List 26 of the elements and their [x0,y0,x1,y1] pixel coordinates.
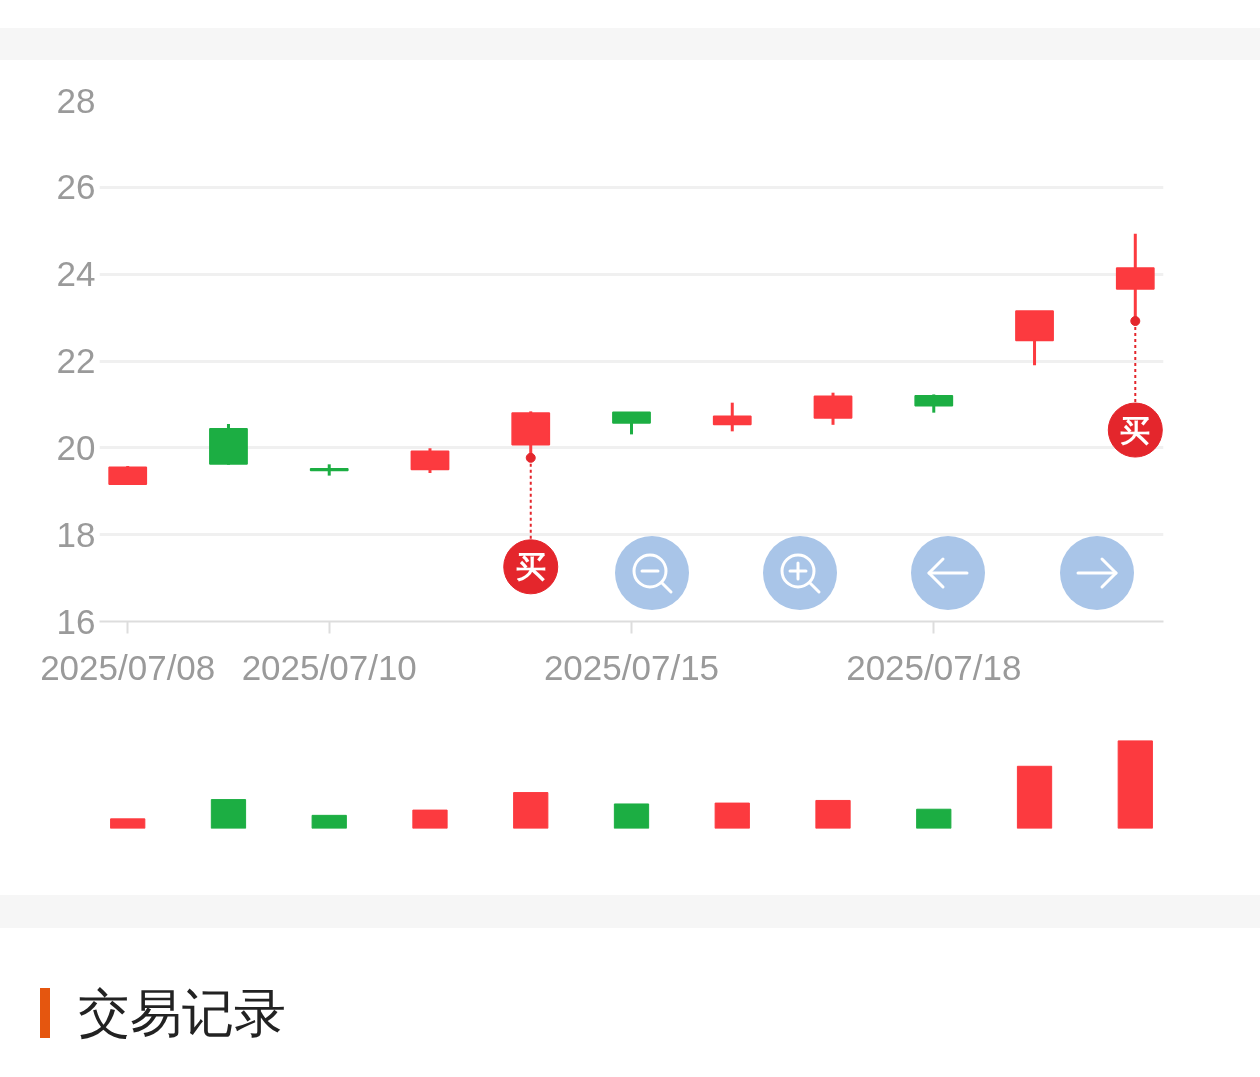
y-tick-label: 26 [56,167,96,207]
y-tick-label: 22 [56,341,96,380]
x-tick-label: 2025/07/10 [241,647,417,687]
x-tick-label: 2025/07/18 [846,647,1022,687]
bar [1016,765,1053,829]
bar [916,808,952,829]
candlestick [712,402,752,432]
bar [210,799,247,829]
x-tick-label: 2025/07/15 [543,647,720,687]
bar [412,809,448,829]
y-tick-label: 28 [56,80,96,120]
bar [714,802,750,829]
bar [613,803,650,829]
bar [311,814,347,829]
y-tick-label: 24 [56,254,96,294]
text: 买 [515,550,546,584]
y-tick-label: 20 [56,427,96,467]
bar [110,818,146,829]
bar [815,799,851,829]
bar [513,792,549,829]
text: 交易记录 [78,984,286,1042]
text: 买 [1120,413,1151,447]
bar [1117,740,1153,829]
y-tick-label: 16 [56,601,96,641]
y-tick-label: 18 [56,514,96,554]
x-tick-label: 2025/07/08 [40,647,216,687]
